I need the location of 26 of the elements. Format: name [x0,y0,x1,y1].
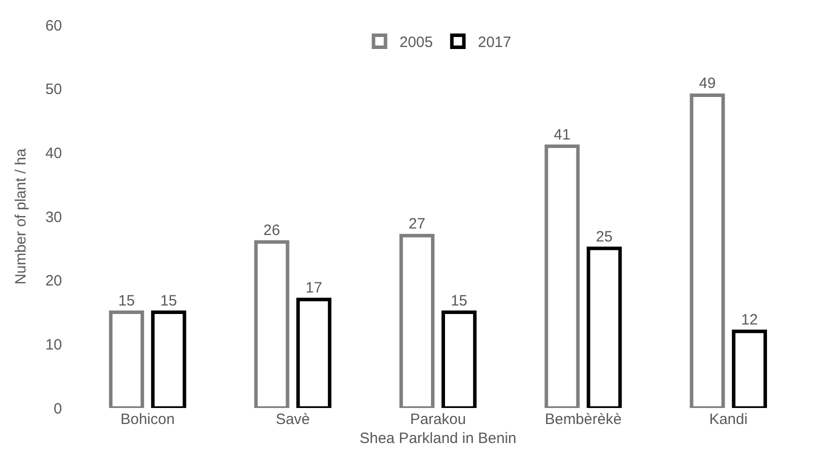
data-label: 27 [408,216,426,233]
y-tick-label: 50 [45,81,62,98]
legend-label: 2005 [400,34,433,52]
x-tick-label: Bohicon [120,411,175,428]
data-label: 26 [263,222,280,240]
y-tick-label: 10 [45,336,62,354]
data-label: 41 [554,126,570,144]
y-axis-title: Number of plant / ha [12,148,30,284]
data-label: 15 [450,292,468,310]
x-tick-label: Bembèrèkè [544,411,622,428]
data-label: 12 [741,311,758,328]
data-label: 15 [160,292,177,310]
x-tick-label: Savè [276,411,310,428]
data-label: 17 [306,279,322,296]
x-tick-label: Kandi [709,411,748,428]
x-tick-label: Parakou [410,411,466,428]
y-tick-label: 40 [45,144,62,162]
x-axis-title: Shea Parkland in Benin [360,430,516,447]
y-tick-label: 0 [54,400,62,418]
data-label: 25 [596,228,613,246]
legend-label: 2017 [478,34,512,52]
data-label: 15 [118,292,135,310]
y-tick-label: 20 [45,272,62,290]
data-label: 49 [699,75,716,92]
y-tick-label: 30 [45,208,62,226]
y-tick-label: 60 [45,17,62,34]
